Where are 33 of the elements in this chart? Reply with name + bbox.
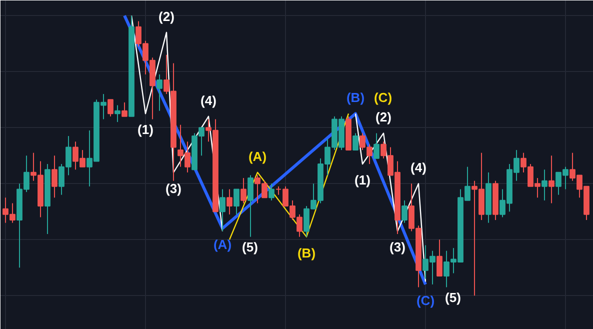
annotation: (A) — [213, 236, 232, 252]
candlestick — [108, 99, 114, 117]
annotation: (1) — [354, 172, 370, 188]
candlestick — [374, 132, 380, 159]
candlestick — [542, 169, 548, 201]
annotation: (C) — [416, 292, 435, 308]
candlestick — [436, 239, 442, 277]
candlestick — [52, 155, 58, 198]
annotation: (3) — [166, 180, 182, 196]
annotation: (3) — [390, 240, 406, 255]
candlestick — [156, 74, 162, 112]
annotation: (A) — [248, 148, 267, 164]
candlestick — [114, 104, 120, 123]
candlestick — [226, 188, 232, 215]
annotation: (4) — [410, 160, 426, 176]
annotation: (B) — [297, 245, 316, 260]
candlestick — [402, 200, 408, 224]
candlestick — [248, 174, 254, 238]
annotation: (5) — [242, 240, 258, 255]
candlestick — [122, 102, 128, 117]
annotation: (B) — [346, 90, 365, 106]
annotation: (4) — [200, 92, 216, 108]
annotation: (C) — [374, 90, 392, 106]
candlestick — [268, 183, 274, 201]
annotation: (2) — [376, 110, 392, 125]
candlestick — [220, 188, 226, 232]
candlestick — [240, 178, 246, 204]
annotation: (2) — [158, 8, 174, 24]
candlestick — [352, 132, 358, 151]
annotation: (1) — [138, 122, 154, 138]
annotation: (5) — [445, 290, 461, 306]
candlestick — [234, 188, 240, 215]
candlestick — [548, 155, 554, 204]
